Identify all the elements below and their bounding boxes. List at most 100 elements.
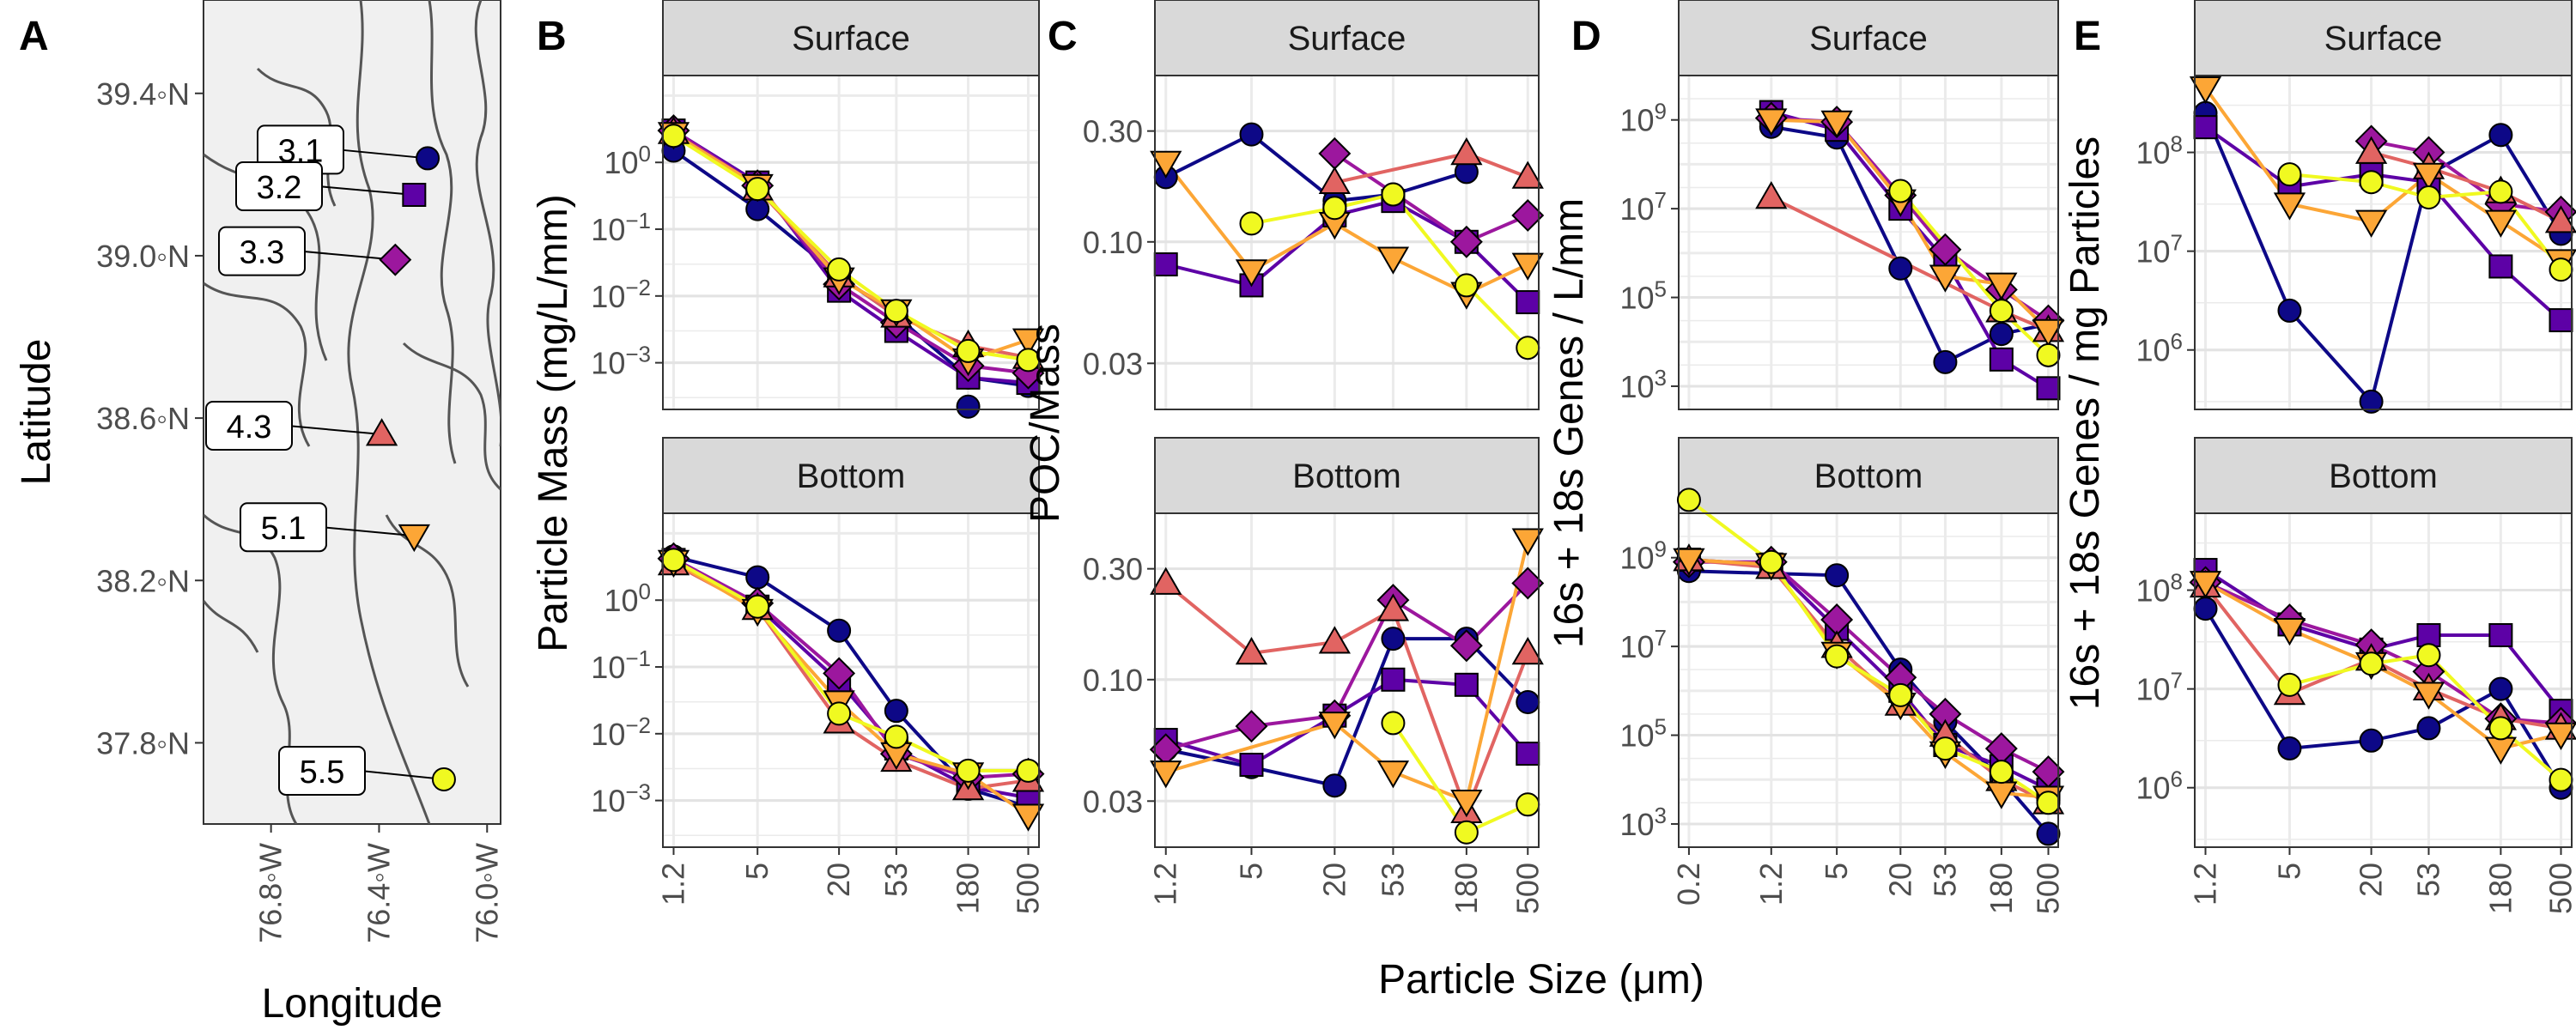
data-point-3.2 (2036, 376, 2061, 401)
data-point-5.5 (2416, 185, 2441, 210)
data-point-5.5 (2549, 258, 2573, 282)
data-point-5.1 (2484, 209, 2518, 238)
station-marker (365, 418, 398, 446)
series-line-4.3 (2371, 150, 2562, 223)
plot-border (662, 75, 1040, 410)
plot-border (662, 512, 1040, 848)
y-tick-label: 0.30 (1083, 552, 1143, 587)
data-point-5.5 (1016, 758, 1041, 783)
data-point-3.1 (745, 565, 770, 590)
y-axis-label: 16s + 18s Genes / L/mm (1546, 198, 1592, 648)
y-tick-label: 10−1 (591, 645, 651, 685)
data-point-5.5 (1454, 273, 1479, 298)
station-3.3: 3.3 (218, 226, 412, 276)
y-tick-label: 108 (2136, 569, 2183, 609)
data-point-5.5 (2416, 643, 2441, 668)
map-y-tick-label: 39.4◦N (96, 76, 190, 112)
data-point-5.5 (2036, 791, 2061, 815)
series-group (2189, 558, 2576, 800)
station-label: 4.3 (227, 409, 272, 445)
x-tick-label: 5 (1819, 863, 1854, 880)
y-axis-label: POC/Mass (1023, 324, 1068, 523)
data-point-5.5 (884, 724, 908, 749)
data-point-3.2 (1516, 290, 1540, 315)
data-point-5.1 (1150, 150, 1182, 179)
x-tick-label: 53 (1927, 863, 1962, 897)
station-label-box (218, 226, 306, 276)
data-point-5.1 (2412, 162, 2445, 191)
station-leader (300, 250, 396, 261)
data-point-5.5 (2277, 672, 2302, 697)
series-line-3.1 (2203, 112, 2563, 406)
data-point-5.5 (1454, 820, 1479, 845)
data-point-5.5 (661, 548, 686, 573)
data-point-5.1 (1012, 803, 1045, 832)
data-point-5.1 (1511, 528, 1544, 556)
data-point-5.1 (2189, 76, 2222, 105)
station-4.3: 4.3 (205, 401, 398, 451)
y-tick-label: 106 (2136, 329, 2183, 368)
plot-border (1678, 75, 2059, 410)
data-point-3.3 (1449, 225, 1483, 258)
y-tick-label: 10−2 (591, 275, 651, 314)
station-3.2: 3.2 (235, 161, 427, 211)
data-point-4.3 (2354, 136, 2388, 164)
y-tick-label: 0.10 (1083, 225, 1143, 260)
data-point-4.3 (1511, 161, 1544, 189)
data-point-3.2 (1153, 252, 1178, 277)
data-point-5.1 (1511, 252, 1544, 281)
data-point-5.1 (1376, 246, 1410, 275)
data-point-3.1 (1239, 122, 1264, 147)
series-group (1754, 100, 2065, 401)
data-point-5.5 (2036, 342, 2061, 367)
series-group (1150, 122, 1545, 360)
data-point-5.5 (2488, 716, 2513, 741)
data-point-5.5 (1239, 211, 1264, 236)
x-tick-label: 20 (821, 863, 856, 897)
facet-strip (1678, 437, 2059, 514)
data-point-3.1 (1989, 322, 2014, 347)
plot-area (663, 76, 1039, 409)
station-leader (360, 769, 445, 780)
facet-strip-label: Bottom (1814, 457, 1923, 495)
facet-strip-label: Surface (1288, 20, 1406, 58)
data-point-3.2 (1454, 672, 1479, 697)
series-line-3.1 (2203, 608, 2563, 789)
x-tick-label: 500 (2543, 863, 2576, 914)
x-tick-label: 1.2 (2188, 863, 2223, 906)
y-tick-label: 103 (1619, 803, 1667, 842)
data-point-4.3 (1755, 181, 1788, 209)
data-point-5.1 (1820, 110, 1853, 138)
facet-bottom: Bottom 108 107 106 1.2 5 20 53 180 500 (2136, 437, 2576, 914)
x-tick-label: 500 (2030, 863, 2065, 914)
facet-strip-label: Surface (2324, 20, 2443, 58)
panel-letter-e: E (2074, 14, 2101, 59)
data-point-5.5 (1825, 644, 1850, 669)
facet-bottom: Bottom 0.30 0.10 0.03 1.2 5 20 53 180 500 (1083, 437, 1545, 914)
x-tick-label: 1.2 (655, 863, 690, 906)
data-point-3.1 (2193, 597, 2218, 621)
data-point-3.1 (2416, 716, 2441, 741)
data-point-3.1 (884, 699, 908, 724)
station-marker (379, 243, 412, 276)
data-point-3.2 (2416, 623, 2441, 648)
series-group (657, 114, 1045, 419)
x-tick-label: 20 (2354, 863, 2389, 897)
x-tick-label: 5 (739, 863, 775, 880)
station-label-box (278, 745, 366, 796)
x-tick-label: 53 (1375, 863, 1410, 897)
map-y-tick-label: 39.0◦N (96, 239, 190, 274)
y-tick-label: 107 (2136, 230, 2183, 270)
data-point-5.5 (1516, 792, 1540, 817)
data-point-5.5 (745, 594, 770, 619)
plot-area (2195, 513, 2572, 847)
station-label-box (235, 161, 323, 211)
y-tick-label: 0.10 (1083, 663, 1143, 698)
map-x-axis-label: Longitude (262, 981, 443, 1027)
station-marker (398, 524, 430, 553)
data-point-5.1 (2189, 571, 2222, 599)
panel-letter-c: C (1048, 14, 1078, 59)
y-tick-label: 0.03 (1083, 784, 1143, 819)
data-point-5.5 (2359, 651, 2384, 676)
